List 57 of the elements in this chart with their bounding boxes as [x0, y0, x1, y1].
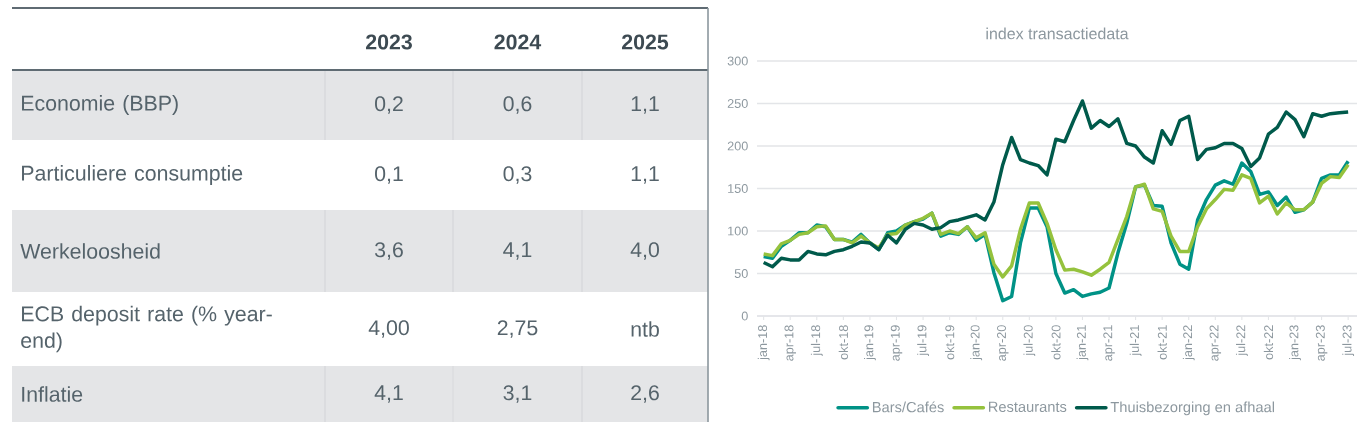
y-tick-label: 300 — [727, 56, 748, 66]
x-tick-label: okt-19 — [944, 325, 955, 360]
x-tick-label: jan-21 — [1076, 325, 1089, 361]
text: 3,6 — [374, 242, 403, 260]
x-tick-label: jul-18 — [810, 325, 823, 357]
x-tick-label: jul-21 — [1129, 325, 1142, 357]
x-tick-label: okt-21 — [1157, 325, 1167, 360]
x-tick-label: jan-20 — [970, 325, 983, 361]
legend-label: Bars/Cafés — [872, 401, 944, 413]
text: 0,1 — [375, 166, 403, 184]
category-label: 2025 — [622, 34, 669, 50]
x-tick-label: apr-23 — [1315, 325, 1328, 361]
legend-label: Restaurants — [989, 401, 1067, 412]
category-label: 2023 — [366, 34, 412, 50]
category-label: Economie (BBP) — [22, 95, 178, 115]
x-tick-label: apr-22 — [1209, 325, 1222, 361]
y-tick-label: 100 — [728, 226, 748, 236]
x-tick-label: apr-21 — [1103, 325, 1115, 361]
text: 4,00 — [368, 320, 409, 338]
x-tick-label: jul-23 — [1342, 325, 1355, 357]
x-tick-label: apr-19 — [890, 325, 903, 361]
text: 4,1 — [503, 242, 532, 260]
y-tick-label: 50 — [734, 269, 748, 278]
x-tick-label: apr-20 — [997, 325, 1009, 361]
x-tick-label: jul-20 — [1023, 325, 1036, 357]
chart-title: index transactiedata — [986, 27, 1129, 40]
text: 0,2 — [375, 96, 403, 114]
text: ntb — [631, 321, 659, 337]
x-tick-label: jan-19 — [864, 325, 876, 361]
text: 2,75 — [497, 320, 538, 338]
x-tick-label: okt-20 — [1051, 325, 1061, 360]
x-tick-label: apr-18 — [784, 325, 796, 361]
text: 1,1 — [631, 166, 659, 184]
category-label: Werkeloosheid — [20, 243, 160, 259]
text: 0,3 — [503, 166, 532, 184]
legend-label: Thuisbezorging en afhaal — [1110, 401, 1275, 416]
category-label: ECB deposit rate (% year-end) — [21, 305, 272, 353]
y-tick-label: 200 — [727, 141, 748, 151]
text: 0,6 — [503, 96, 532, 114]
text: 2,6 — [631, 385, 659, 403]
y-tick-label: 0 — [741, 311, 748, 321]
category-label: Inflatie — [22, 386, 83, 402]
y-tick-label: 250 — [727, 99, 748, 108]
y-tick-label: 150 — [728, 184, 748, 193]
category-label: 2024 — [494, 34, 542, 50]
x-tick-label: jul-22 — [1235, 325, 1248, 357]
x-tick-label: jan-23 — [1289, 325, 1301, 361]
x-tick-label: jul-19 — [917, 325, 929, 357]
x-tick-label: okt-22 — [1263, 325, 1274, 360]
x-tick-label: jan-18 — [757, 325, 770, 361]
text: 3,1 — [503, 385, 532, 403]
text: 4,1 — [374, 385, 403, 403]
text: 4,0 — [630, 242, 659, 260]
category-label: Particuliere consumptie — [22, 165, 243, 185]
x-tick-label: okt-18 — [838, 325, 848, 360]
x-tick-label: jan-22 — [1182, 325, 1195, 361]
text: 1,1 — [631, 96, 659, 114]
